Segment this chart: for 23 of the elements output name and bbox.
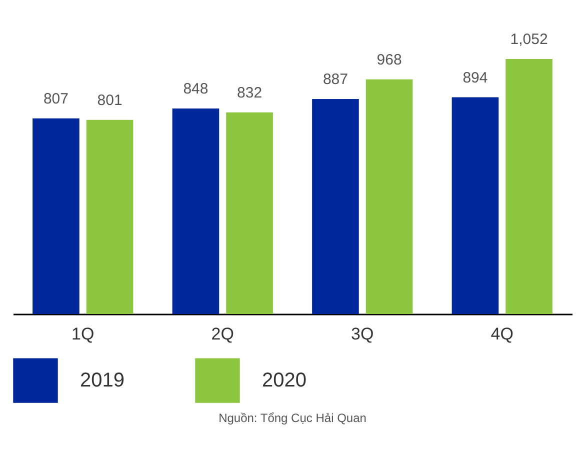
data-label: 1,052	[510, 31, 548, 48]
data-label: 968	[376, 51, 402, 68]
bar	[506, 59, 552, 314]
data-label: 801	[97, 92, 122, 109]
bar	[226, 112, 273, 314]
bar	[312, 98, 359, 314]
data-label: 807	[43, 90, 68, 108]
bar	[86, 120, 134, 314]
x-tick-label: 2Q	[211, 324, 234, 344]
data-label: 848	[183, 80, 208, 98]
x-tick-label: 4Q	[490, 324, 514, 344]
bar	[32, 118, 80, 314]
x-tick-label: 1Q	[72, 324, 94, 344]
data-label: 894	[462, 69, 488, 86]
bar	[452, 97, 499, 314]
legend-label: 2020	[262, 370, 306, 392]
data-label: 832	[237, 84, 262, 102]
x-tick-label: 3Q	[351, 324, 374, 344]
data-label: 887	[322, 70, 348, 88]
legend-label: 2019	[80, 370, 124, 392]
text: Nguồn: Tổng Cục Hải Quan	[218, 411, 366, 425]
bar	[366, 79, 413, 314]
bar	[172, 108, 220, 314]
